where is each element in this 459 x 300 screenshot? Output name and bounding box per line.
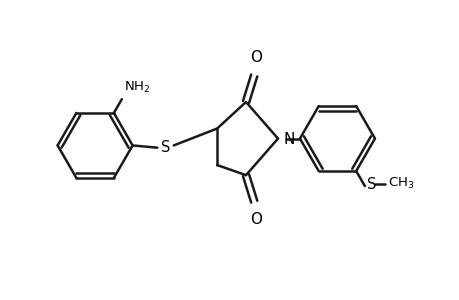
Text: O: O [250, 212, 262, 227]
Text: S: S [161, 140, 170, 155]
Text: CH$_3$: CH$_3$ [387, 176, 413, 191]
Text: S: S [366, 177, 376, 192]
Text: O: O [250, 50, 262, 65]
Text: N: N [283, 132, 294, 147]
Text: NH$_2$: NH$_2$ [123, 80, 150, 94]
